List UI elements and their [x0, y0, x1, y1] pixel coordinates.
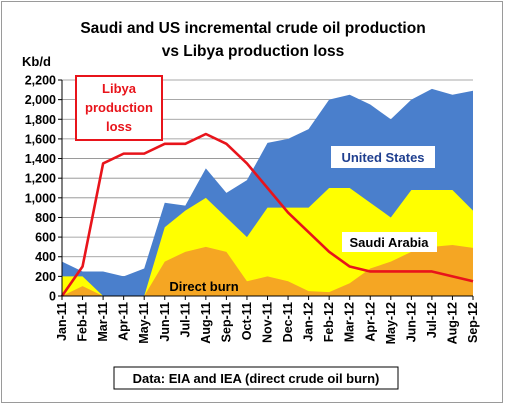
- x-tick-label: Apr-11: [117, 302, 131, 341]
- x-tick-label: Jul-12: [425, 302, 439, 338]
- saudi-label: Saudi Arabia: [350, 235, 430, 250]
- direct-burn-area: [62, 244, 473, 296]
- x-tick-labels: Jan-11 Feb-11 Mar-11 Apr-11 May-11 Jun-11 Jul-…: [55, 302, 480, 344]
- y-tick-label: 1,000: [25, 191, 56, 205]
- x-tick-label: Jan-11: [55, 302, 69, 341]
- x-tick-label: Aug-11: [199, 302, 213, 344]
- libya-label-box: [75, 75, 163, 141]
- x-tick-label: Apr-12: [363, 302, 377, 342]
- us-label: United States: [341, 150, 424, 165]
- x-tick-label: Jan-12: [302, 302, 316, 342]
- source-box: [113, 366, 399, 390]
- x-tick-label: May-12: [384, 302, 398, 344]
- y-tick-labels: 0 200 400 600 800 1,000 1,200 1,400 1,600 1,800 2,…: [25, 74, 56, 304]
- y-tick-label: 1,200: [25, 172, 56, 186]
- axes: [58, 79, 474, 300]
- x-tick-label: Jul-11: [178, 302, 192, 337]
- chart-frame: Saudi and US incremental crude oil produ…: [1, 1, 503, 403]
- libya-label-line3: loss: [106, 119, 132, 134]
- y-tick-label: 1,400: [25, 152, 56, 166]
- x-tick-label: Feb-11: [76, 302, 90, 342]
- chart-title-line1: Saudi and US incremental crude oil produ…: [80, 20, 425, 37]
- libya-label-line2: production: [85, 100, 153, 115]
- y-tick-label: 2,000: [25, 93, 56, 107]
- us-label-box: [331, 146, 435, 168]
- libya-label-line1: Libya: [102, 81, 137, 96]
- y-tick-label: 1,600: [25, 132, 56, 146]
- y-tick-label: 600: [35, 231, 56, 245]
- chart-title-line2: vs Libya production loss: [162, 43, 345, 60]
- burn-label: Direct burn: [169, 279, 238, 294]
- libya-production-loss-line: [60, 132, 474, 297]
- saudi-label-box: [342, 232, 437, 252]
- x-tick-label: Jun-12: [404, 302, 418, 342]
- chart: Saudi and US incremental crude oil produ…: [22, 20, 480, 390]
- x-tick-label: Feb-12: [322, 302, 336, 342]
- line-series: [60, 132, 474, 297]
- y-tick-label: 0: [49, 290, 56, 304]
- y-tick-label: 1,800: [25, 113, 56, 127]
- y-tick-label: 800: [35, 211, 56, 225]
- x-tick-label: Dec-11: [281, 302, 295, 342]
- y-axis-label: Kb/d: [22, 54, 51, 69]
- x-tick-label: Mar-11: [96, 302, 110, 342]
- x-tick-label: Sep-12: [466, 302, 480, 343]
- x-tick-label: Aug-12: [445, 302, 459, 344]
- source-label: Data: EIA and IEA (direct crude oil burn…: [133, 371, 380, 386]
- x-tick-label: Mar-12: [343, 302, 357, 342]
- x-tick-label: Nov-11: [261, 302, 275, 343]
- y-tick-label: 2,200: [25, 74, 56, 88]
- y-tick-label: 400: [35, 250, 56, 264]
- y-tick-label: 200: [35, 270, 56, 284]
- x-tick-label: Jun-11: [158, 302, 172, 342]
- x-tick-label: Sep-11: [219, 302, 233, 342]
- x-tick-label: May-11: [137, 302, 151, 344]
- x-tick-label: Oct-11: [240, 302, 254, 340]
